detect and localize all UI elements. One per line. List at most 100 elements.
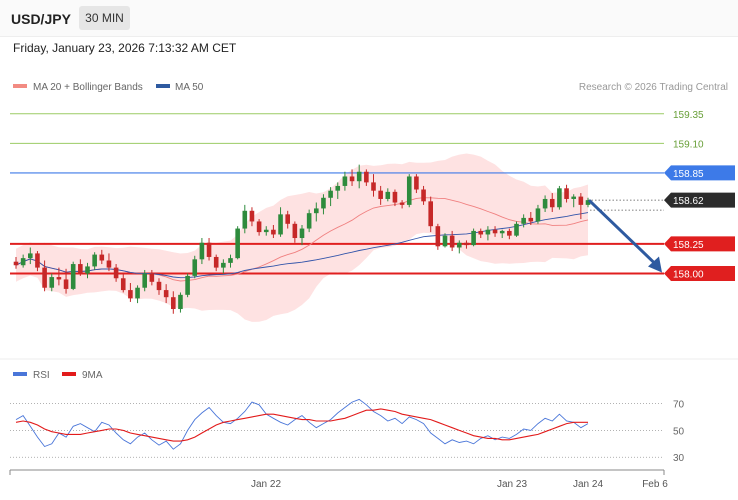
level-labels: 159.35 159.10 158.85 158.62 158.25 158.00 (664, 110, 735, 282)
rsi-legend-swatch (13, 372, 27, 376)
candle-body (514, 223, 519, 236)
level-label-159.35: 159.35 (673, 110, 704, 121)
ma20-legend-label: MA 20 + Bollinger Bands (33, 82, 143, 93)
candle-body (314, 208, 319, 214)
candle-body (578, 196, 584, 205)
candle-body (70, 264, 76, 289)
candle-body (499, 230, 505, 234)
candle-body (120, 278, 126, 291)
level-label-158.62: 158.62 (673, 196, 704, 207)
candle-body (78, 264, 83, 274)
candle-body (49, 277, 55, 288)
candle-body (292, 223, 298, 239)
candle-body (85, 266, 90, 274)
timeframe-button[interactable]: 30 MIN (79, 6, 130, 30)
candle-body (149, 273, 155, 282)
level-lines (10, 113, 664, 275)
candlestick-layer (13, 164, 591, 314)
candle-body (299, 228, 305, 239)
time-axis: Jan 22 Jan 23 Jan 24 Feb 6 (9, 469, 668, 490)
level-label-159.10: 159.10 (673, 139, 704, 150)
candle-body (249, 210, 255, 222)
candle-body (171, 297, 176, 310)
candle-body (349, 176, 355, 182)
candle-body (542, 198, 548, 209)
ma50-legend-label: MA 50 (175, 82, 204, 93)
candle-body (478, 230, 484, 235)
candle-body (428, 201, 433, 227)
candle-body (306, 213, 312, 229)
candle-body (371, 182, 376, 191)
chart-datetime: Friday, January 23, 2026 7:13:32 AM CET (13, 41, 237, 55)
candle-body (192, 259, 198, 276)
credit-text: Research © 2026 Trading Central (579, 82, 728, 93)
rsi-ma-legend-swatch (62, 372, 76, 376)
candle-body (163, 290, 169, 298)
projection-layer (587, 199, 662, 273)
candle-body (571, 196, 576, 199)
candle-body (485, 229, 491, 235)
rsi-panel: 30 50 70 (10, 398, 685, 464)
rsi-ma-legend-label: 9MA (82, 370, 103, 381)
level-label-158.25: 158.25 (673, 240, 704, 251)
symbol-title: USD/JPY (11, 11, 71, 27)
time-tick-label: Feb 6 (642, 479, 668, 490)
candle-body (492, 229, 498, 234)
candle-body (206, 242, 212, 257)
candle-body (457, 242, 462, 248)
candle-body (585, 200, 591, 205)
candle-body (13, 261, 19, 266)
candle-body (356, 171, 362, 182)
candle-body (364, 171, 369, 183)
chart-header: USD/JPY 30 MIN (0, 0, 738, 37)
candle-body (199, 242, 205, 260)
candle-body (113, 267, 119, 279)
candle-body (99, 254, 105, 261)
candle-body (235, 228, 240, 259)
candle-body (63, 279, 69, 289)
candle-body (435, 226, 441, 247)
candle-body (106, 260, 112, 268)
candle-body (28, 253, 33, 259)
candle-body (156, 281, 162, 291)
candle-body (42, 267, 47, 288)
candle-body (35, 253, 40, 268)
candle-body (535, 208, 541, 222)
candle-body (285, 214, 290, 224)
candle-body (128, 290, 133, 299)
candle-body (228, 258, 233, 263)
ma50-legend-swatch (156, 84, 170, 88)
candle-body (528, 217, 534, 222)
candle-body (321, 197, 326, 209)
level-tag-158.25 (664, 236, 735, 252)
candle-body (342, 176, 348, 186)
candle-body (385, 191, 391, 199)
rsi-line (15, 398, 589, 450)
candle-body (213, 256, 219, 268)
level-tag-158.85 (664, 165, 735, 181)
time-tick-label: Jan 23 (497, 479, 527, 490)
ma20-legend-swatch (13, 84, 27, 88)
candle-body (442, 235, 448, 247)
candle-body (142, 273, 147, 288)
moving-average-layer (15, 197, 589, 282)
candle-body (421, 189, 426, 202)
candle-body (221, 262, 226, 268)
candle-body (507, 230, 512, 236)
candle-body (135, 287, 140, 299)
candle-body (564, 188, 569, 199)
projection-arrow-shaft (587, 199, 657, 265)
rsi-tick-label: 70 (673, 399, 685, 410)
candle-body (20, 258, 26, 266)
candle-body (392, 191, 398, 203)
projection-arrow-head (648, 256, 662, 273)
candle-body (256, 221, 262, 233)
time-tick-label: Jan 22 (251, 479, 281, 490)
time-tick-label: Jan 24 (573, 479, 603, 490)
candle-body (56, 277, 62, 280)
candle-body (414, 176, 419, 190)
level-tag-158.00 (664, 266, 735, 282)
candle-body (464, 242, 469, 246)
candle-body (335, 185, 341, 191)
